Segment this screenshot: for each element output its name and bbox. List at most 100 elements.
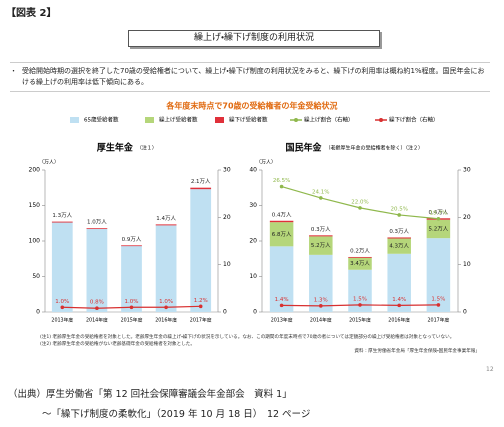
data-label: 1.0%: [55, 299, 69, 305]
legend-label: 繰下げ割合（右軸）: [389, 116, 439, 124]
note: (注2) 老齢厚生年金の受給権がない老齢基礎年金の受給権者を対象とした。: [40, 342, 195, 347]
y-tick-label: 50: [32, 273, 40, 280]
data-label: 1.3万人: [52, 212, 72, 219]
point: [198, 304, 203, 309]
data-label: 2.1万人: [191, 178, 211, 185]
y-axis-label: （万人）: [256, 160, 276, 166]
point: [397, 213, 402, 217]
bar: [190, 187, 212, 190]
point: [279, 303, 284, 308]
bar: [426, 238, 451, 312]
bar: [348, 269, 372, 312]
bar: [86, 228, 108, 312]
chart-title-note: （老齢厚生年金の受給権者を除く）（注２）: [326, 145, 424, 152]
data-label: 0.2万人: [350, 247, 370, 254]
legend-swatch: [215, 117, 224, 123]
x-tick-label: 2013年度: [271, 317, 293, 324]
data-label: 0.9万人: [122, 236, 142, 243]
bar: [309, 235, 333, 237]
data-source: 資料：厚生労働省年金局「厚生年金保険・国民年金事業年報」: [354, 349, 480, 354]
x-tick-label: 2017年度: [190, 317, 212, 324]
data-label: 0.3万人: [389, 228, 409, 235]
note: (注1) 老齢厚生年金の受給権者を対象とした。老齢厚生年金の繰上げ・繰下げの状況…: [40, 335, 455, 340]
point: [358, 206, 362, 210]
x-tick-label: 2016年度: [388, 317, 410, 324]
data-label: 26.5%: [273, 178, 290, 184]
y-tick-label: 0: [253, 309, 257, 316]
x-tick-label: 2014年度: [310, 317, 332, 324]
legend-swatch: [70, 117, 79, 123]
y2-tick-label: 0: [223, 309, 227, 316]
bar: [190, 189, 212, 312]
bullet: 受給開始時期の選択を終了した70歳の受給権者について、繰上げ・繰下げ制度の利用状…: [10, 62, 490, 92]
bar: [121, 245, 142, 312]
data-label: 1.0万人: [87, 219, 107, 226]
y2-tick-label: 10: [223, 261, 231, 268]
data-label: 1.0%: [159, 299, 173, 305]
data-label: 0.8%: [90, 300, 104, 306]
data-label: 24.1%: [312, 189, 329, 195]
chart-title-note: （注１）: [137, 145, 157, 152]
bar: [309, 254, 333, 312]
point: [279, 184, 284, 189]
x-tick-label: 2015年度: [121, 317, 143, 324]
y2-tick-label: 30: [223, 167, 231, 174]
bar: [309, 236, 333, 255]
point: [60, 305, 65, 310]
bar: [387, 238, 411, 254]
data-label: 5.2万人: [429, 225, 449, 232]
source: ～「繰下げ制度の柔軟化」（2019 年 10 月 18 日） 12 ページ: [42, 409, 311, 420]
y2-tick-label: 30: [463, 167, 471, 174]
point: [95, 306, 99, 311]
notes: (注1) 老齢厚生年金の受給権者を対象とした。老齢厚生年金の繰上げ・繰下げの状況…: [40, 334, 480, 355]
bar: [51, 222, 73, 312]
legend-swatch: [294, 118, 298, 122]
data-label: 1.5%: [431, 296, 445, 302]
y-tick-label: 0: [36, 309, 40, 316]
bar: [155, 225, 177, 312]
bar: [348, 257, 372, 270]
y-tick-label: 10: [249, 273, 257, 280]
data-label: 4.3万人: [389, 243, 409, 250]
y-tick-label: 150: [29, 202, 41, 209]
y-axis-label: （万人）: [39, 160, 59, 166]
legend-swatch: [379, 118, 383, 122]
data-label: 6.8万人: [272, 231, 292, 238]
point: [129, 305, 134, 310]
y-tick-label: 100: [29, 238, 41, 245]
data-label: 19.7%: [430, 210, 447, 216]
data-label: 0.4万人: [429, 209, 449, 216]
chart-title: 国民年金: [286, 142, 323, 154]
data-label: 1.4万人: [156, 215, 176, 222]
point: [164, 305, 168, 310]
y-tick-label: 20: [249, 238, 257, 245]
legend-label: 65歳受給者数: [84, 116, 119, 124]
legend-label: 繰下げ受給者数: [229, 116, 268, 124]
legend-swatch: [145, 117, 154, 123]
bar: [51, 221, 73, 223]
x-tick-label: 2016年度: [155, 317, 177, 324]
bar: [426, 219, 451, 239]
data-label: 1.4%: [275, 297, 289, 303]
point: [358, 303, 362, 307]
legend-label: 繰上げ受給者数: [159, 116, 198, 124]
title: 繰上げ・繰下げ制度の利用状況: [128, 30, 380, 47]
x-tick-label: 2017年度: [427, 317, 449, 324]
bar: [269, 246, 294, 312]
x-tick-label: 2013年度: [51, 317, 73, 324]
y2-tick-label: 20: [463, 214, 471, 221]
chart-heading: 各年度末時点で70歳の受給権者の年金受給状況: [165, 101, 337, 111]
y2-tick-label: 10: [463, 261, 471, 268]
point: [436, 303, 441, 307]
data-label: 1.2%: [194, 298, 208, 304]
y-tick-label: 40: [249, 167, 257, 174]
data-label: 5.2万人: [311, 242, 331, 249]
point: [319, 304, 323, 308]
x-tick-label: 2015年度: [349, 317, 371, 324]
point: [319, 196, 323, 200]
data-label: 20.5%: [390, 206, 407, 212]
bar: [121, 245, 142, 247]
data-label: 22.0%: [351, 199, 368, 205]
